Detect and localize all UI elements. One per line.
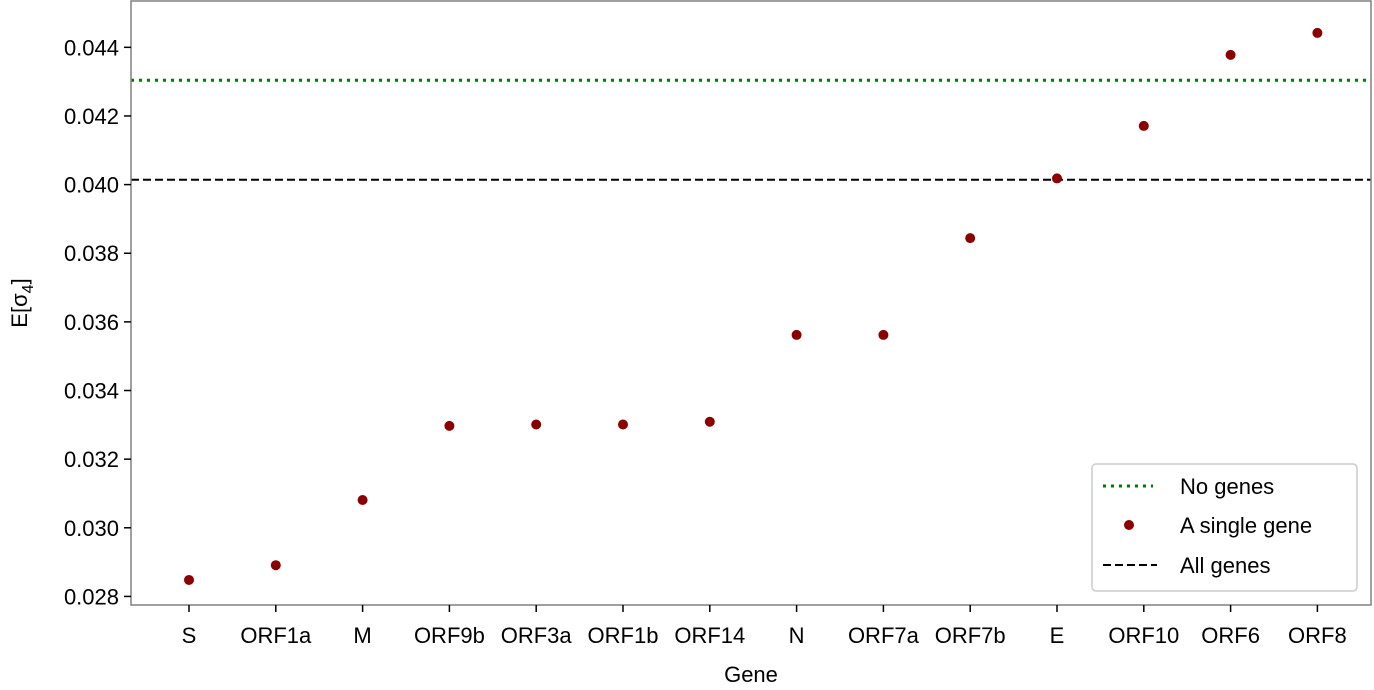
y-tick-label: 0.036 [64, 310, 119, 335]
x-tick-label-orf1b: ORF1b [588, 623, 659, 648]
y-tick-label: 0.038 [64, 241, 119, 266]
point-orf9b [444, 420, 455, 431]
data-points [184, 27, 1323, 585]
legend-single-gene-label: A single gene [1180, 513, 1312, 538]
point-s [184, 574, 194, 585]
point-m [357, 494, 368, 505]
x-tick-label-s: S [182, 623, 197, 648]
y-axis-label-subscript: 4 [20, 284, 37, 293]
legend-single-gene-marker [1124, 520, 1134, 530]
x-tick-label-orf6: ORF6 [1201, 623, 1260, 648]
point-orf7a [878, 329, 889, 340]
x-tick-label-orf7a: ORF7a [848, 623, 920, 648]
legend-all-genes-label: All genes [1180, 553, 1271, 578]
point-e [1052, 173, 1062, 184]
point-orf14 [704, 416, 715, 427]
point-n [791, 329, 802, 340]
x-tick-label-orf9b: ORF9b [414, 623, 485, 648]
legend-box [1091, 463, 1358, 592]
y-tick-label: 0.028 [64, 584, 119, 609]
y-tick-label: 0.032 [64, 447, 119, 472]
point-orf8 [1312, 27, 1323, 38]
point-orf3a [531, 419, 542, 430]
legend-no-genes-label: No genes [1180, 474, 1274, 499]
x-axis: S ORF1a M ORF9b ORF3a ORF1b ORF14 N ORF7a ORF7b E O… [182, 605, 1347, 648]
x-tick-label-orf7b: ORF7b [935, 623, 1006, 648]
point-orf10 [1138, 120, 1149, 131]
x-tick-label-orf14: ORF14 [674, 623, 745, 648]
point-orf1b [618, 419, 628, 430]
y-tick-label: 0.042 [64, 104, 119, 129]
x-tick-label-orf10: ORF10 [1108, 623, 1179, 648]
plot-frame [130, 0, 1372, 606]
point-orf1a [270, 560, 281, 571]
y-tick-label: 0.034 [64, 379, 119, 404]
x-tick-label-orf8: ORF8 [1288, 623, 1347, 648]
x-tick-label-orf1a: ORF1a [240, 623, 312, 648]
y-axis-label: E[σ4] [7, 278, 37, 327]
y-tick-label: 0.044 [64, 35, 119, 60]
x-tick-label-orf3a: ORF3a [501, 623, 573, 648]
x-axis-label: Gene [724, 662, 778, 687]
point-orf6 [1225, 49, 1236, 60]
x-tick-label-e: E [1050, 623, 1065, 648]
point-orf7b [965, 233, 976, 244]
y-tick-label: 0.040 [64, 173, 119, 198]
y-axis: 0.028 0.030 0.032 0.034 0.036 0.038 0.040 0.042… [64, 35, 131, 609]
x-tick-label-m: M [353, 623, 371, 648]
x-tick-label-n: N [789, 623, 805, 648]
y-tick-label: 0.030 [64, 516, 119, 541]
reference-lines [131, 78, 1371, 181]
legend: No genes A single gene All genes [1091, 463, 1358, 592]
